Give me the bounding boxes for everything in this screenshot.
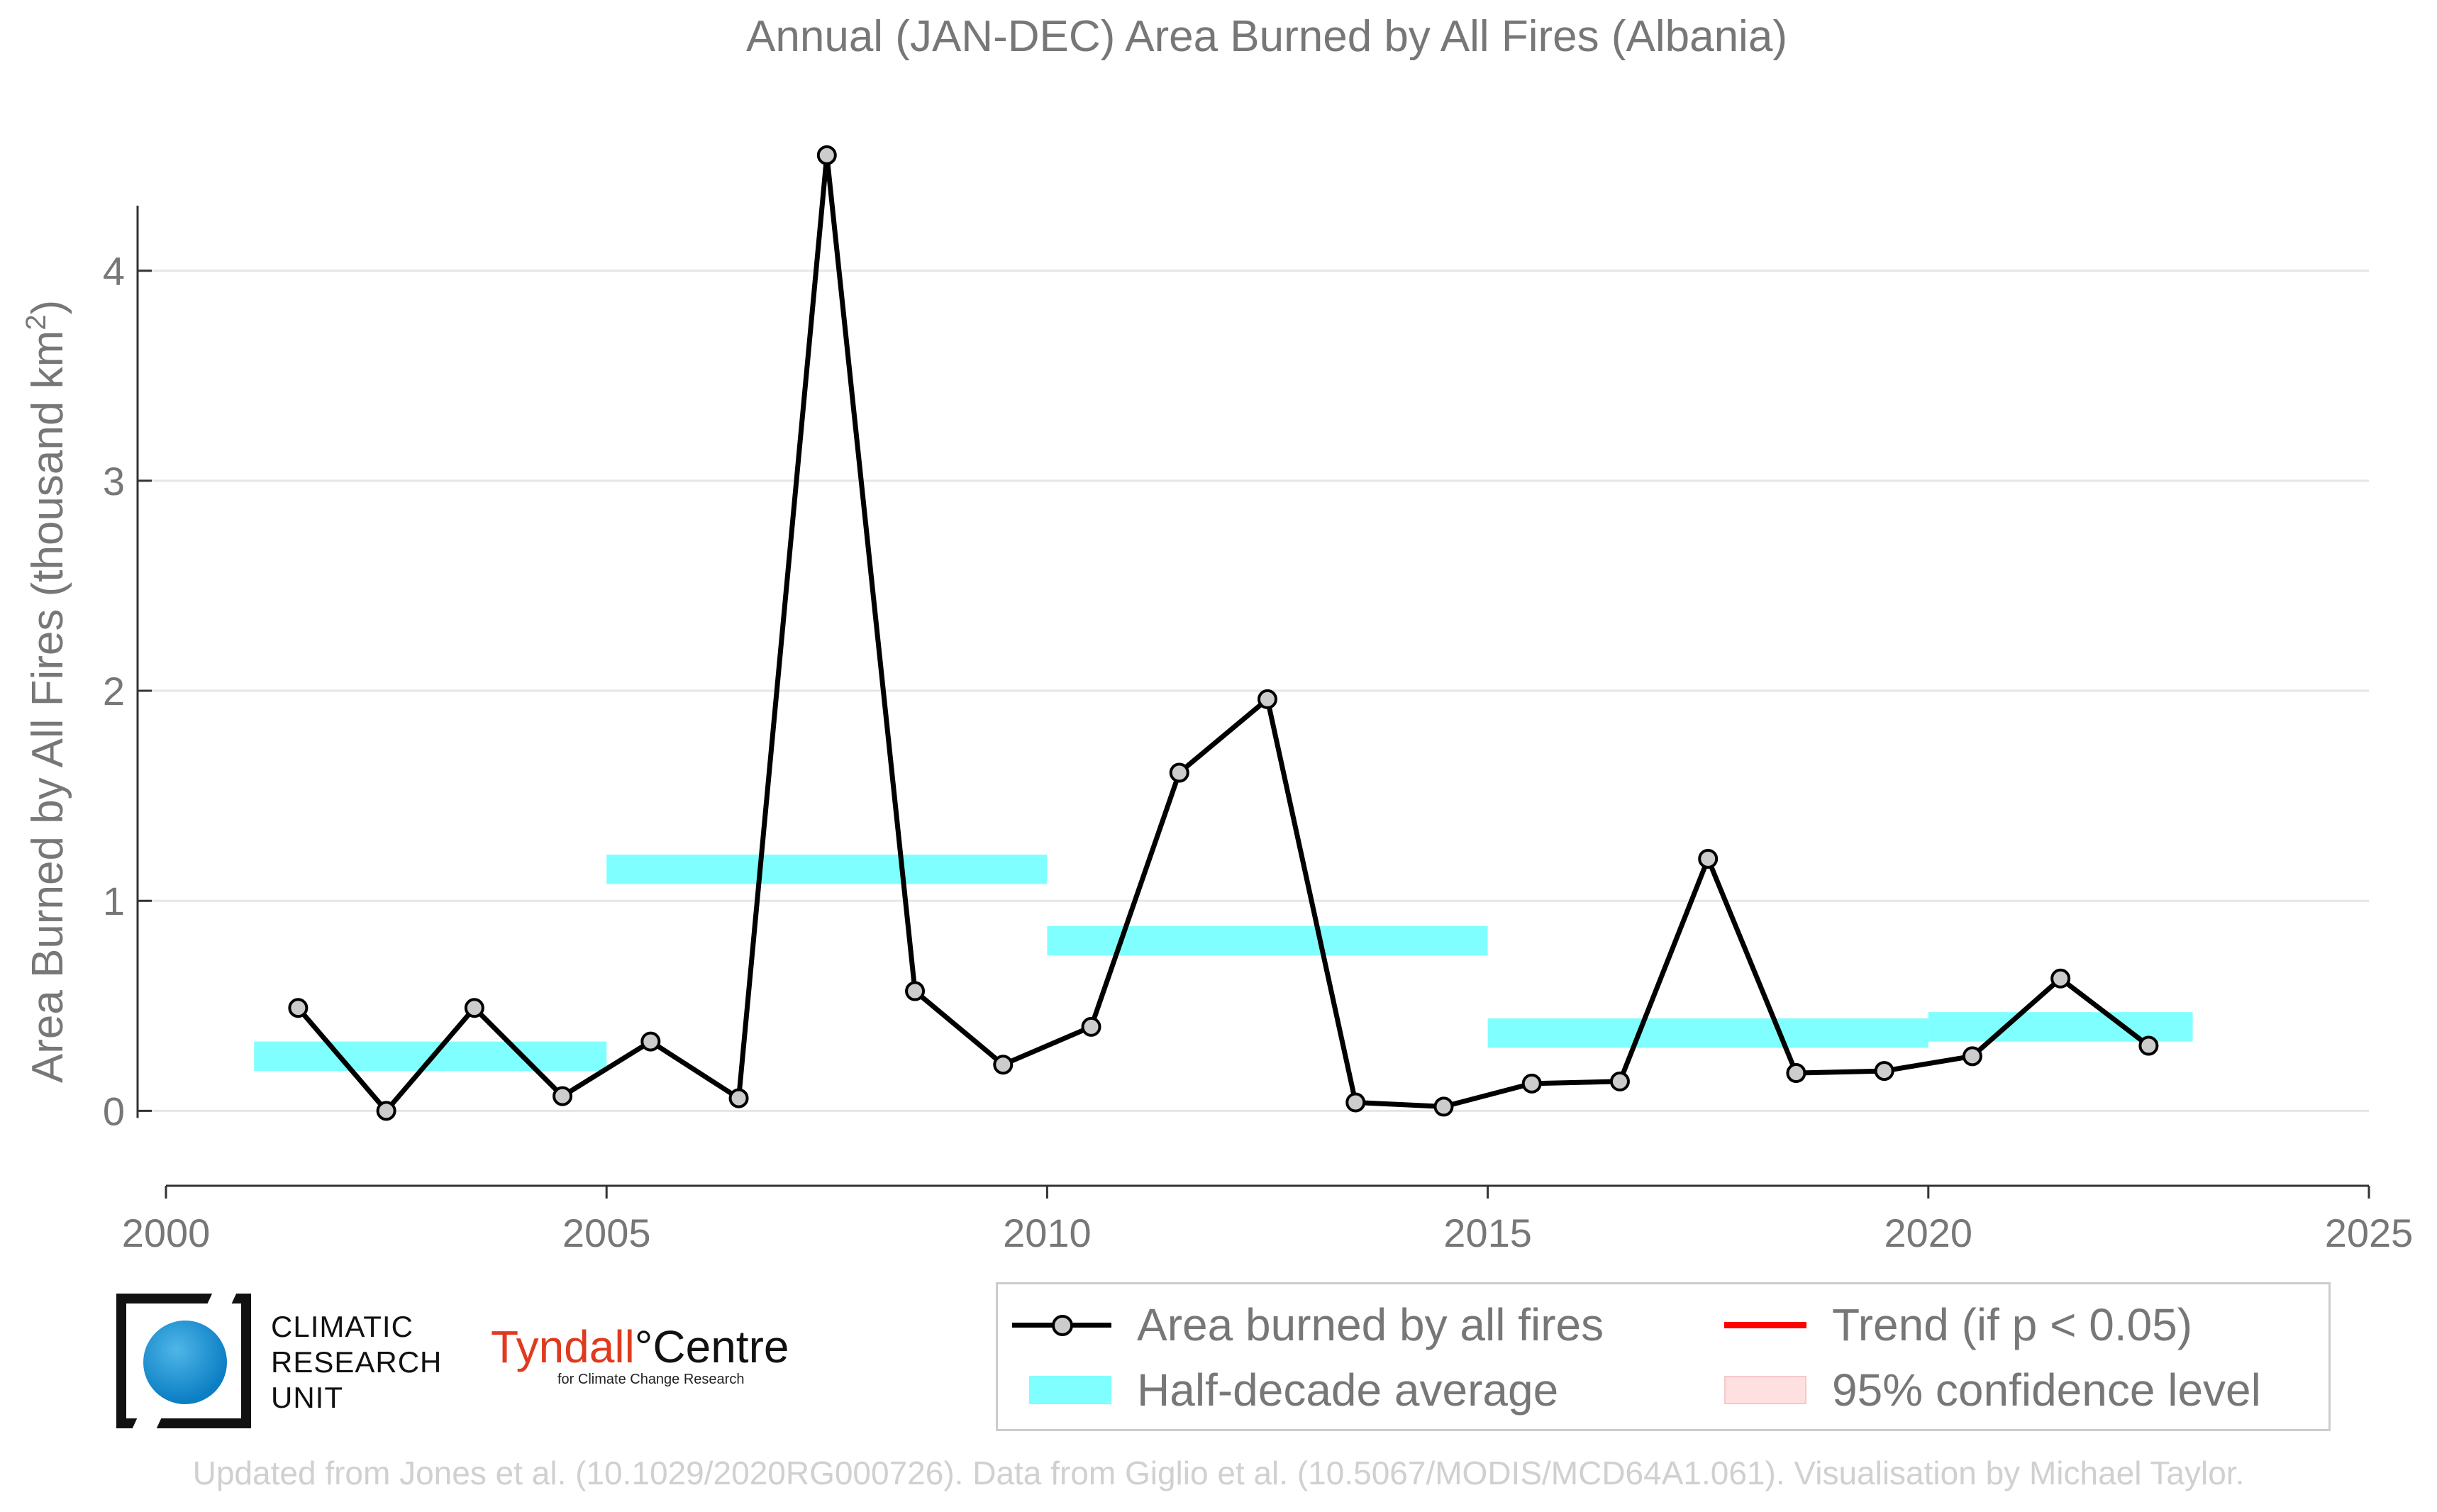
data-point (2138, 1035, 2159, 1056)
legend-item-trend: Trend (if p < 0.05) (1707, 1293, 2192, 1357)
legend-item-area-burned: Area burned by all fires (1012, 1293, 1604, 1357)
data-point (905, 981, 926, 1001)
data-point (1962, 1046, 1982, 1067)
data-point (1521, 1073, 1542, 1094)
gridlines (138, 269, 2369, 1112)
data-point (1081, 1016, 1101, 1037)
y-axis-label-close: ) (23, 300, 72, 315)
data-point (728, 1088, 749, 1108)
x-axis-ticks: 2000 2005 2010 2015 2020 2025 (122, 1184, 2414, 1255)
x-tick-label-2010: 2010 (1003, 1211, 1092, 1255)
half-decade-average-bands (254, 855, 2193, 1072)
y-tick-label-3: 3 (103, 459, 125, 504)
legend-item-half-decade-average: Half-decade average (1012, 1358, 1558, 1422)
y-axis-label: Area Burned by All Fires (thousand km2) (21, 300, 72, 1083)
legend-swatch-line-marker (1012, 1293, 1111, 1357)
cru-logo-text: CLIMATIC RESEARCH UNIT (271, 1309, 442, 1416)
data-point (288, 998, 309, 1018)
data-point (640, 1031, 661, 1052)
cru-line-3: UNIT (271, 1381, 343, 1414)
series-line (296, 152, 2150, 1113)
data-point (1169, 762, 1189, 783)
data-point (553, 1086, 573, 1106)
legend-swatch-pink-band (1707, 1358, 1806, 1422)
y-tick-label-1: 1 (103, 879, 125, 923)
legend: Area burned by all fires Half-decade ave… (996, 1282, 2331, 1431)
data-point (1345, 1092, 1366, 1113)
globe-icon (143, 1321, 227, 1404)
tyndall-centre-logo: Tyndall°Centre for Climate Change Resear… (491, 1321, 789, 1388)
legend-item-confidence: 95% confidence level (1707, 1358, 2261, 1422)
series-area-burned (288, 145, 2159, 1121)
tyndall-subtitle: for Climate Change Research (557, 1372, 745, 1387)
data-point (2050, 968, 2071, 989)
footer-credits: Updated from Jones et al. (10.1029/2020R… (192, 1455, 2245, 1491)
chart-title: Annual (JAN-DEC) Area Burned by All Fire… (746, 12, 1787, 61)
x-tick-label-2000: 2000 (122, 1211, 211, 1255)
tyndall-wordmark-dark: Centre (653, 1321, 789, 1372)
cru-line-2: RESEARCH (271, 1345, 443, 1379)
half-decade-band-1 (606, 855, 1048, 884)
legend-label: 95% confidence level (1832, 1364, 2261, 1416)
half-decade-band-2 (1047, 925, 1488, 956)
y-tick-label-2: 2 (103, 669, 125, 713)
cru-line-1: CLIMATIC (271, 1310, 413, 1343)
y-axis-label-text: Area Burned by All Fires (thousand km (23, 330, 72, 1083)
legend-label: Area burned by all fires (1137, 1299, 1604, 1350)
cru-logo: CLIMATIC RESEARCH UNIT (113, 1291, 442, 1440)
data-point (1874, 1061, 1894, 1082)
data-point (816, 145, 837, 165)
legend-swatch-cyan-band (1012, 1358, 1111, 1422)
x-tick-label-2015: 2015 (1443, 1211, 1532, 1255)
legend-swatch-red-line (1707, 1293, 1806, 1357)
x-tick-label-2005: 2005 (562, 1211, 651, 1255)
data-point (1609, 1071, 1630, 1091)
tyndall-wordmark: Tyndall°Centre (491, 1321, 789, 1373)
x-tick-label-2020: 2020 (1884, 1211, 1973, 1255)
y-tick-label-0: 0 (103, 1089, 125, 1133)
y-axis-ticks: 0 1 2 3 4 (103, 206, 152, 1133)
half-decade-band-3 (1487, 1018, 1928, 1048)
legend-label: Trend (if p < 0.05) (1832, 1299, 2193, 1350)
data-point (993, 1055, 1014, 1075)
data-point (1786, 1063, 1806, 1084)
y-axis-label-sup: 2 (21, 315, 52, 330)
data-point (464, 998, 484, 1018)
data-point (1433, 1096, 1454, 1117)
data-point (1698, 848, 1719, 869)
chart: Annual (JAN-DEC) Area Burned by All Fire… (21, 12, 2414, 1255)
tyndall-degree: ° (634, 1321, 653, 1372)
y-tick-label-4: 4 (103, 249, 125, 294)
tyndall-wordmark-red: Tyndall (491, 1321, 635, 1372)
x-tick-label-2025: 2025 (2325, 1211, 2414, 1255)
data-point (1258, 689, 1277, 709)
legend-label: Half-decade average (1137, 1364, 1559, 1416)
data-point (376, 1101, 396, 1121)
